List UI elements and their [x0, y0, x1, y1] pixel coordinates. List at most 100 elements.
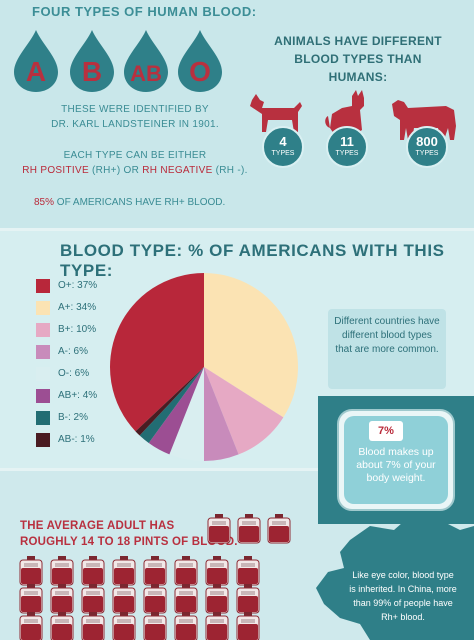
blood-drop-ab: AB	[122, 28, 170, 94]
cow-types-label: TYPES	[415, 150, 439, 157]
chart-title: BLOOD TYPE: % OF AMERICANS WITH THIS TYP…	[60, 241, 445, 280]
blood-bag-icon	[50, 584, 74, 614]
rh-negative-abbr: (RH -).	[212, 165, 248, 176]
dog-types-count: 4	[279, 134, 287, 149]
blood-bag-icon	[205, 556, 229, 586]
blood-bag-icon	[112, 612, 136, 640]
blood-bag-icon	[267, 514, 291, 544]
rh-types-line: RH POSITIVE (RH+) OR RH NEGATIVE (RH -).	[0, 165, 270, 176]
adult-blood-title: THE AVERAGE ADULT HAS ROUGHLY 14 TO 18 P…	[20, 518, 238, 550]
legend-item: AB+: 4%	[36, 387, 136, 409]
four-types-title: FOUR TYPES OF HUMAN BLOOD:	[32, 4, 257, 19]
landsteiner-line: DR. KARL LANDSTEINER IN 1901.	[51, 119, 219, 130]
legend-label: B-: 2%	[58, 412, 89, 423]
rh-negative: RH NEGATIVE	[142, 165, 213, 176]
countries-note: Different countries have different blood…	[328, 309, 446, 389]
legend-swatch	[36, 433, 50, 447]
rh-positive-text: OF AMERICANS HAVE RH+ BLOOD.	[54, 197, 226, 208]
adult-blood-line-2: ROUGHLY 14 TO 18 PINTS OF BLOOD.	[20, 536, 238, 548]
pie-slice-ab-negpos	[148, 367, 204, 455]
pie-slice-b-negpos	[204, 367, 284, 455]
rh-positive-stat: 85% OF AMERICANS HAVE RH+ BLOOD.	[34, 197, 225, 208]
blood-bag-icon	[205, 584, 229, 614]
drop-icon	[14, 30, 58, 92]
legend-label: O-: 6%	[58, 368, 90, 379]
blood-bag-icon	[236, 556, 260, 586]
legend-label: AB-: 1%	[58, 434, 95, 445]
identified-line: THESE WERE IDENTIFIED BY	[61, 104, 209, 115]
legend-label: AB+: 4%	[58, 390, 98, 401]
drop-icon	[70, 30, 114, 92]
legend-swatch	[36, 367, 50, 381]
blood-bag-icon	[174, 584, 198, 614]
cat-types-count: 11	[340, 134, 354, 149]
blood-bag-icon	[143, 556, 167, 586]
blood-bag-icon	[237, 514, 261, 544]
blood-bag-icon	[205, 612, 229, 640]
chart-legend: O+: 37% A+: 34% B+: 10% A-: 6% O-: 6% AB+: 4%…	[36, 277, 136, 453]
legend-item: A-: 6%	[36, 343, 136, 365]
dog-icon	[250, 94, 302, 132]
cow-types-count: 800	[416, 134, 438, 149]
legend-label: B+: 10%	[58, 324, 97, 335]
adult-blood-line-1: THE AVERAGE ADULT HAS	[20, 520, 175, 532]
dog-types-badge: 4 TYPES	[262, 126, 304, 168]
legend-swatch	[36, 411, 50, 425]
legend-swatch	[36, 279, 50, 293]
pie-slice-o-negpos	[110, 273, 204, 432]
blood-bag-icon	[236, 612, 260, 640]
blood-bag-icon	[143, 612, 167, 640]
legend-item: B+: 10%	[36, 321, 136, 343]
rh-positive: RH POSITIVE	[22, 165, 89, 176]
blood-drop-o: O	[176, 28, 224, 94]
cat-types-label: TYPES	[335, 150, 359, 157]
blood-bag-icon	[143, 584, 167, 614]
pie-slice-a-neg	[204, 367, 239, 461]
scale-readout: 7%	[369, 421, 403, 441]
body-weight-fact: Blood makes up about 7% of your body wei…	[356, 446, 436, 484]
blood-bag-icon	[112, 556, 136, 586]
drop-icon	[124, 30, 168, 92]
animals-title-line-2: BLOOD TYPES THAN HUMANS:	[294, 52, 422, 84]
cat-icon	[325, 90, 364, 134]
blood-bag-icon	[236, 584, 260, 614]
blood-drop-b: B	[68, 28, 116, 94]
blood-drop-a: A	[12, 28, 60, 94]
legend-item: O+: 37%	[36, 277, 136, 299]
pie-slice-o-neg	[169, 367, 204, 461]
blood-type-pie-chart	[110, 273, 298, 461]
animals-title: ANIMALS HAVE DIFFERENT BLOOD TYPES THAN …	[268, 32, 448, 86]
legend-item: B-: 2%	[36, 409, 136, 431]
blood-bag-icon	[174, 556, 198, 586]
blood-bag-icon	[112, 584, 136, 614]
blood-bag-icon	[81, 584, 105, 614]
rh-positive-pct: 85%	[34, 197, 55, 208]
animals-title-line-1: ANIMALS HAVE DIFFERENT	[274, 34, 442, 48]
rh-line: EACH TYPE CAN BE EITHER	[63, 150, 207, 161]
blood-bag-icon	[81, 556, 105, 586]
drop-icon	[178, 30, 222, 92]
blood-bag-icon	[81, 612, 105, 640]
legend-label: A+: 34%	[58, 302, 97, 313]
blood-type-letter: A	[25, 56, 47, 87]
pie-slice-a-negpos	[204, 273, 298, 418]
blood-bag-icon	[19, 556, 43, 586]
legend-swatch	[36, 389, 50, 403]
cat-types-badge: 11 TYPES	[326, 126, 368, 168]
china-map-icon	[316, 516, 474, 640]
legend-swatch	[36, 301, 50, 315]
blood-bag-icon	[207, 514, 231, 544]
rh-positive-abbr: (RH+) OR	[88, 165, 143, 176]
blood-type-letter: O	[189, 56, 211, 87]
legend-label: A-: 6%	[58, 346, 89, 357]
legend-item: O-: 6%	[36, 365, 136, 387]
blood-bag-icon	[19, 612, 43, 640]
legend-label: O+: 37%	[58, 280, 98, 291]
legend-item: A+: 34%	[36, 299, 136, 321]
china-fact: Like eye color, blood type is inherited.…	[349, 570, 457, 622]
legend-swatch	[36, 323, 50, 337]
blood-bag-icon	[19, 584, 43, 614]
blood-bag-icon	[50, 612, 74, 640]
pie-slice-b-neg	[139, 367, 204, 444]
cow-types-badge: 800 TYPES	[406, 126, 448, 168]
